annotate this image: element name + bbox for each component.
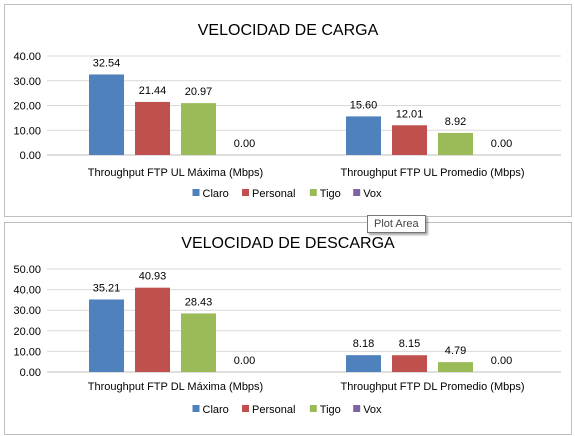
data-label: 0.00 xyxy=(491,355,512,367)
bar xyxy=(346,116,381,155)
y-tick-label: 40.00 xyxy=(13,51,41,63)
legend-swatch xyxy=(309,405,317,412)
legend-swatch xyxy=(353,405,361,412)
bar xyxy=(181,103,216,155)
y-tick-label: 50.00 xyxy=(13,264,41,276)
data-label: 8.92 xyxy=(445,116,466,128)
bar xyxy=(89,74,124,155)
data-label: 20.97 xyxy=(185,86,213,98)
download-speed-chart-svg: VELOCIDAD DE DESCARGA 0.00 10.00 20.00 30.00… xyxy=(13,235,561,416)
upload-speed-chart: VELOCIDAD DE CARGA 0.00 10.00 20.00 30.00 40.… xyxy=(4,4,572,217)
data-label: 8.15 xyxy=(399,338,420,350)
chart-title: VELOCIDAD DE CARGA xyxy=(198,22,379,39)
bar xyxy=(392,125,427,155)
bar xyxy=(135,287,170,372)
bar xyxy=(181,313,216,372)
bar xyxy=(135,101,170,155)
legend-swatch xyxy=(192,405,200,412)
data-label: 12.01 xyxy=(396,108,424,120)
data-label: 0.00 xyxy=(491,138,512,150)
y-tick-label: 10.00 xyxy=(13,346,41,358)
data-label: 21.44 xyxy=(139,85,167,97)
category-label: Throughput FTP UL Promedio (Mbps) xyxy=(340,167,524,179)
category-label: Throughput FTP DL Máxima (Mbps) xyxy=(88,381,263,393)
legend-item: Vox xyxy=(363,404,382,416)
data-label: 0.00 xyxy=(234,355,255,367)
plot-area-tooltip: Plot Area xyxy=(367,215,426,233)
y-tick-label: 30.00 xyxy=(13,305,41,317)
legend-swatch xyxy=(192,189,200,196)
legend-swatch xyxy=(242,405,249,412)
legend-item: Claro xyxy=(203,188,229,200)
y-tick-label: 0.00 xyxy=(20,367,41,379)
data-label: 8.18 xyxy=(353,338,374,350)
bar xyxy=(438,362,473,372)
bar xyxy=(392,355,427,372)
upload-speed-chart-svg: VELOCIDAD DE CARGA 0.00 10.00 20.00 30.00 40.… xyxy=(13,22,561,200)
data-label: 15.60 xyxy=(350,99,378,111)
legend-item: Claro xyxy=(203,404,229,416)
legend-item: Vox xyxy=(363,188,382,200)
y-tick-label: 30.00 xyxy=(13,76,41,88)
data-label: 35.21 xyxy=(93,282,121,294)
data-label: 40.93 xyxy=(139,271,167,283)
category-label: Throughput FTP UL Máxima (Mbps) xyxy=(88,167,263,179)
y-tick-label: 0.00 xyxy=(20,150,41,162)
chart-title: VELOCIDAD DE DESCARGA xyxy=(181,235,395,252)
y-tick-label: 40.00 xyxy=(13,285,41,297)
legend-item: Personal xyxy=(252,404,295,416)
bar xyxy=(438,132,473,155)
legend-swatch xyxy=(309,189,317,196)
y-tick-label: 20.00 xyxy=(13,101,41,113)
bar xyxy=(346,355,381,372)
bar xyxy=(89,299,124,372)
legend-item: Personal xyxy=(252,188,295,200)
data-label: 0.00 xyxy=(234,138,255,150)
y-tick-label: 10.00 xyxy=(13,125,41,137)
y-tick-label: 20.00 xyxy=(13,326,41,338)
legend-swatch xyxy=(242,189,249,196)
data-label: 28.43 xyxy=(185,296,213,308)
legend-swatch xyxy=(353,189,361,196)
legend-item: Tigo xyxy=(320,404,341,416)
legend-item: Tigo xyxy=(320,188,341,200)
data-label: 32.54 xyxy=(93,57,121,69)
data-label: 4.79 xyxy=(445,345,466,357)
download-speed-chart: VELOCIDAD DE DESCARGA 0.00 10.00 20.00 30.00… xyxy=(4,222,572,435)
category-label: Throughput FTP DL Promedio (Mbps) xyxy=(340,381,524,393)
